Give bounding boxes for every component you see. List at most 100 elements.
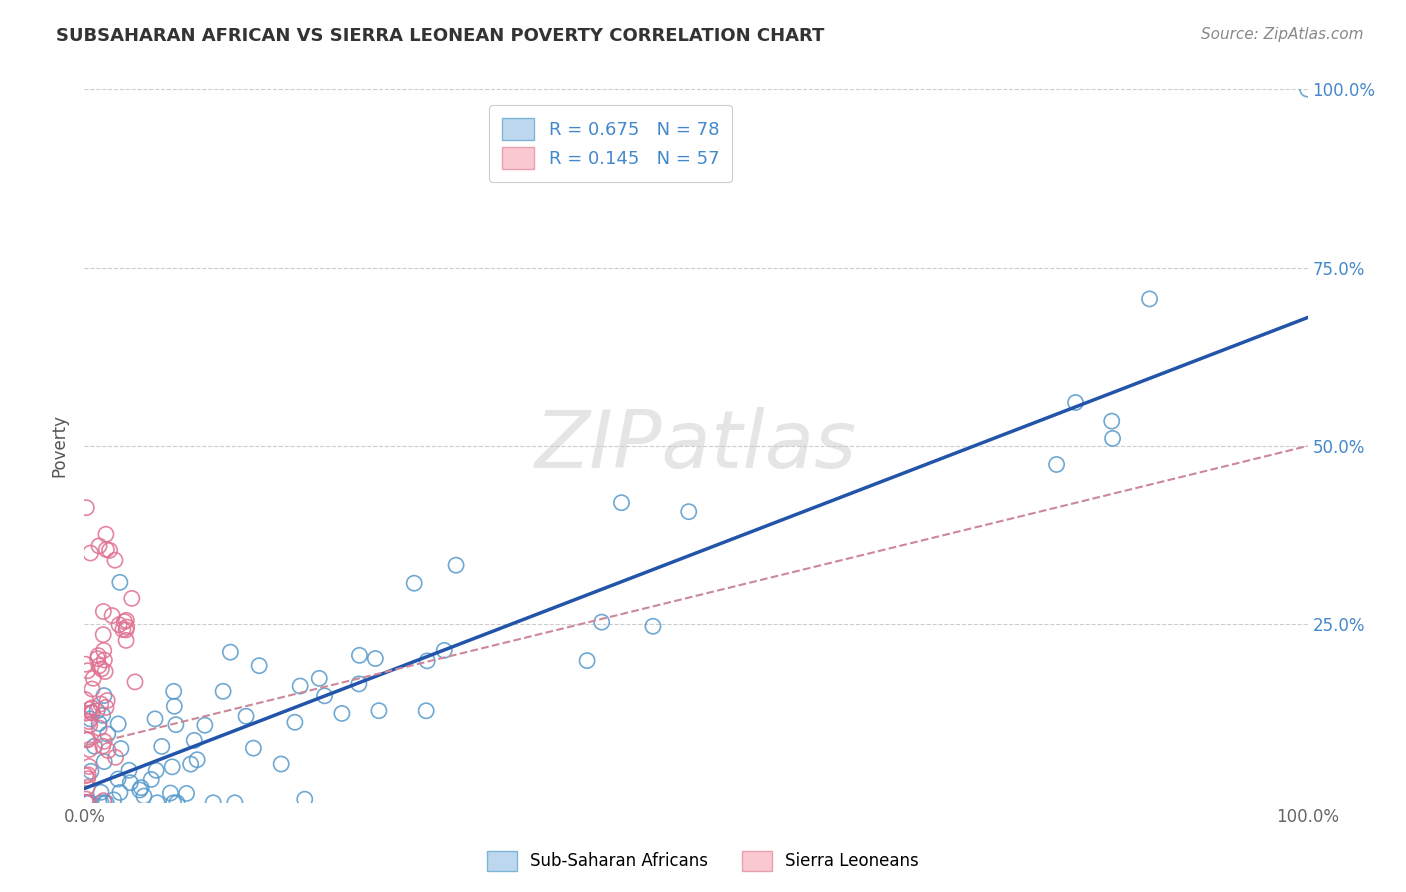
Point [294, 792, 316, 806]
Point [77, 732, 100, 747]
Point [86, 704, 108, 718]
Point [96, 542, 118, 557]
Point [108, 575, 131, 590]
Point [83, 739, 105, 754]
Point [80, 764, 103, 779]
Point [591, 615, 613, 629]
Point [96, 693, 118, 707]
Point [416, 654, 439, 668]
Point [132, 789, 155, 803]
Point [146, 796, 169, 810]
Point [93, 653, 115, 667]
Point [349, 648, 371, 663]
Point [93, 794, 115, 808]
Point [186, 753, 208, 767]
Point [160, 760, 183, 774]
Point [96, 796, 118, 810]
Point [1045, 458, 1067, 472]
Point [162, 796, 184, 810]
Point [76, 732, 98, 747]
Point [247, 658, 270, 673]
Point [183, 733, 205, 747]
Point [76, 796, 98, 810]
Point [90, 662, 112, 676]
Point [1101, 414, 1123, 428]
Point [219, 645, 242, 659]
Point [75, 796, 97, 810]
Point [1296, 82, 1319, 96]
Point [94, 665, 117, 679]
Point [80, 706, 103, 720]
Point [115, 614, 138, 628]
Point [159, 786, 181, 800]
Point [87, 539, 110, 553]
Point [347, 677, 370, 691]
Point [194, 718, 217, 732]
Point [89, 721, 111, 735]
Legend: Sub-Saharan Africans, Sierra Leoneans: Sub-Saharan Africans, Sierra Leoneans [479, 842, 927, 880]
Point [101, 608, 124, 623]
Text: Source: ZipAtlas.com: Source: ZipAtlas.com [1201, 27, 1364, 42]
Point [120, 775, 142, 789]
Point [93, 689, 115, 703]
Point [94, 700, 117, 714]
Point [433, 643, 456, 657]
Point [76, 772, 98, 786]
Point [76, 796, 98, 810]
Point [104, 553, 127, 567]
Point [79, 546, 101, 560]
Point [97, 743, 120, 757]
Point [79, 742, 101, 756]
Point [121, 591, 143, 606]
Point [141, 772, 163, 787]
Point [108, 617, 131, 632]
Point [87, 648, 110, 663]
Point [75, 657, 97, 672]
Point [98, 543, 121, 558]
Point [288, 679, 311, 693]
Point [82, 671, 104, 685]
Point [80, 681, 103, 696]
Point [75, 706, 97, 721]
Point [90, 785, 112, 799]
Point [93, 755, 115, 769]
Point [163, 699, 186, 714]
Point [1139, 292, 1161, 306]
Point [82, 706, 104, 720]
Point [610, 496, 633, 510]
Point [165, 717, 187, 731]
Point [108, 785, 131, 799]
Point [308, 671, 330, 685]
Point [91, 708, 114, 723]
Point [97, 727, 120, 741]
Point [90, 796, 112, 810]
Point [166, 796, 188, 810]
Point [94, 527, 117, 541]
Point [110, 741, 132, 756]
Point [163, 684, 186, 698]
Point [330, 706, 353, 721]
Legend: R = 0.675   N = 78, R = 0.145   N = 57: R = 0.675 N = 78, R = 0.145 N = 57 [489, 105, 731, 182]
Point [368, 704, 391, 718]
Point [86, 651, 108, 665]
Point [93, 605, 115, 619]
Point [224, 796, 246, 810]
Point [75, 692, 97, 706]
Point [107, 772, 129, 786]
Point [444, 558, 467, 573]
Point [242, 741, 264, 756]
Point [202, 796, 225, 810]
Point [112, 615, 135, 629]
Point [576, 654, 599, 668]
Point [129, 780, 152, 795]
Point [235, 709, 257, 723]
Point [79, 712, 101, 726]
Point [80, 701, 103, 715]
Text: SUBSAHARAN AFRICAN VS SIERRA LEONEAN POVERTY CORRELATION CHART: SUBSAHARAN AFRICAN VS SIERRA LEONEAN POV… [56, 27, 824, 45]
Point [77, 768, 100, 782]
Point [1101, 431, 1123, 445]
Text: ZIPatlas: ZIPatlas [534, 407, 858, 485]
Point [143, 712, 166, 726]
Point [79, 718, 101, 732]
Point [77, 796, 100, 810]
